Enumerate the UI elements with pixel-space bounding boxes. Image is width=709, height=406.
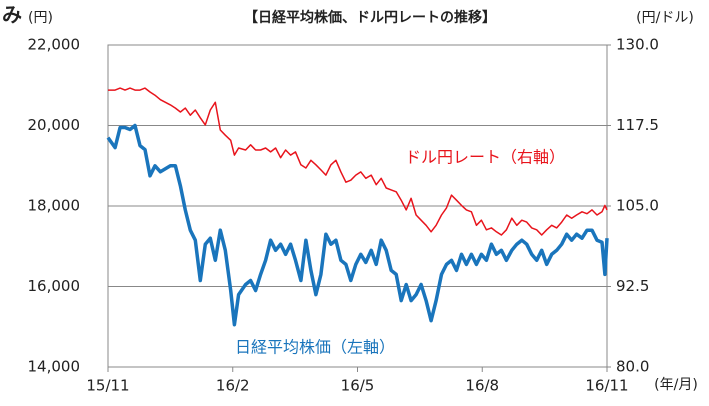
- y2-tick-label: 105.0: [616, 197, 659, 215]
- x-tick-label: 15/11: [86, 377, 129, 395]
- x-tick-label: 16/11: [585, 377, 628, 395]
- y2-unit: (円/ドル): [636, 10, 694, 26]
- series-label: ドル円レート（右軸）: [405, 148, 565, 167]
- y-tick-label: 18,000: [28, 197, 81, 215]
- y-unit: (円): [28, 10, 53, 26]
- y2-tick-label: 92.5: [616, 277, 649, 295]
- series-line: [106, 123, 609, 327]
- y2-tick-label: 117.5: [616, 116, 659, 134]
- series-label: 日経平均株価（左軸）: [235, 338, 395, 357]
- corner-text: み: [2, 3, 22, 27]
- x-tick-label: 16/8: [465, 377, 499, 395]
- y2-tick-label: 130.0: [616, 36, 659, 54]
- x-tick-label: 16/5: [341, 377, 375, 395]
- x-tick-label: 16/2: [216, 377, 250, 395]
- y-tick-label: 22,000: [28, 36, 81, 54]
- series-line: [108, 87, 608, 236]
- chart-title: 【日経平均株価、ドル円レートの推移】: [244, 9, 496, 26]
- y2-tick-label: 80.0: [616, 358, 649, 376]
- y-tick-label: 20,000: [28, 116, 81, 134]
- x-unit: (年/月): [654, 377, 698, 393]
- y-tick-label: 16,000: [28, 277, 81, 295]
- y-tick-label: 14,000: [28, 358, 81, 376]
